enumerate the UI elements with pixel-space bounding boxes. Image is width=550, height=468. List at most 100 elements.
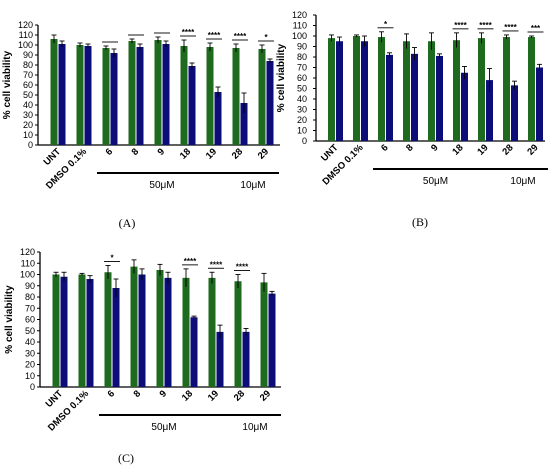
bar-blue-DMSO01 (84, 46, 92, 145)
bar-blue-9 (164, 277, 172, 387)
x-tick-label: 18 (450, 142, 465, 157)
y-tick-label: 30 (23, 110, 33, 120)
bar-blue-8 (411, 53, 418, 141)
x-tick-label: 9 (158, 388, 170, 400)
y-tick-label: 40 (25, 337, 35, 347)
bar-green-9 (156, 270, 164, 387)
bar-green-DMSO01 (353, 36, 360, 141)
bar-blue-29 (266, 61, 274, 145)
x-tick-label: 6 (104, 146, 116, 158)
y-tick-label: 50 (23, 90, 33, 100)
bar-green-28 (503, 37, 510, 141)
bar-green-UNT (50, 39, 58, 145)
bar-blue-UNT (336, 41, 343, 141)
bar-green-19 (206, 47, 214, 145)
y-tick-label: 70 (297, 63, 307, 73)
group-label: 10μM (240, 180, 265, 191)
y-tick-label: 0 (28, 140, 33, 150)
y-tick-label: 110 (19, 30, 33, 40)
bar-green-9 (428, 41, 435, 141)
y-tick-label: 20 (23, 120, 33, 130)
significance-label: **** (479, 21, 492, 30)
bar-blue-UNT (60, 276, 68, 387)
bar-green-UNT (52, 274, 60, 387)
bar-green-DMSO01 (76, 45, 84, 145)
bar-blue-DMSO01 (361, 41, 368, 141)
bar-green-6 (102, 48, 110, 145)
significance-label: **** (184, 257, 197, 266)
bar-blue-6 (112, 288, 120, 387)
group-label: 50μM (149, 180, 174, 191)
group-label: 50μM (423, 176, 448, 187)
y-tick-label: 110 (293, 21, 307, 31)
significance-label: **** (208, 31, 221, 40)
y-tick-label: 90 (25, 281, 35, 291)
bar-green-9 (154, 40, 162, 145)
x-tick-label: 28 (230, 146, 245, 161)
y-tick-label: 50 (25, 326, 35, 336)
y-tick-label: 10 (297, 126, 307, 136)
bar-blue-8 (136, 47, 144, 145)
y-tick-label: 90 (297, 42, 307, 52)
y-tick-label: 100 (292, 31, 307, 41)
bar-green-UNT (328, 38, 335, 141)
y-tick-label: 70 (23, 70, 33, 80)
bar-green-18 (453, 40, 460, 142)
x-tick-label: 29 (525, 142, 540, 157)
bar-blue-9 (162, 44, 170, 145)
panel-label: (B) (412, 215, 428, 229)
y-axis-label: % cell viability (276, 43, 287, 112)
x-tick-label: 6 (379, 142, 391, 154)
significance-label: **** (234, 32, 247, 41)
y-tick-label: 30 (25, 348, 35, 358)
x-tick-label: 8 (130, 146, 142, 158)
x-tick-label: 9 (429, 142, 441, 154)
significance-label: **** (454, 21, 467, 30)
group-label: 10μM (242, 422, 267, 433)
y-tick-label: 20 (297, 115, 307, 125)
significance-label: *** (531, 24, 541, 33)
bar-blue-28 (242, 331, 250, 387)
bar-green-DMSO01 (78, 274, 86, 387)
bar-blue-6 (386, 54, 393, 141)
bar-blue-9 (436, 55, 443, 142)
bar-green-29 (260, 282, 268, 387)
x-tick-label: 19 (475, 142, 490, 157)
bar-green-19 (478, 38, 485, 141)
y-tick-label: 100 (18, 40, 33, 50)
x-tick-label: 19 (206, 388, 221, 403)
panel-label: (C) (118, 451, 134, 465)
bar-blue-19 (214, 92, 222, 145)
bar-green-18 (182, 277, 190, 387)
x-tick-label: UNT (319, 142, 341, 164)
bar-green-8 (403, 41, 410, 141)
x-tick-label: 8 (404, 142, 416, 154)
y-tick-label: 30 (297, 105, 307, 115)
x-tick-label: 8 (132, 388, 144, 400)
bar-green-29 (528, 37, 535, 141)
x-tick-label: 18 (180, 388, 195, 403)
y-tick-label: 40 (297, 94, 307, 104)
y-tick-label: 40 (23, 100, 33, 110)
x-tick-label: 19 (204, 146, 219, 161)
significance-label: **** (504, 23, 517, 32)
x-tick-label: 28 (232, 388, 247, 403)
x-tick-label: 29 (256, 146, 271, 161)
bar-green-8 (128, 41, 136, 145)
bar-blue-18 (190, 317, 198, 387)
bar-blue-19 (486, 80, 493, 141)
group-label: 10μM (510, 176, 535, 187)
x-tick-label: 18 (178, 146, 193, 161)
bar-green-8 (130, 266, 138, 387)
bar-green-6 (378, 37, 385, 141)
y-tick-label: 80 (23, 60, 33, 70)
bar-blue-29 (268, 293, 276, 387)
y-tick-label: 90 (23, 50, 33, 60)
bar-blue-DMSO01 (86, 279, 94, 387)
bar-green-6 (104, 272, 112, 387)
x-tick-label: UNT (42, 146, 64, 168)
y-tick-label: 60 (297, 73, 307, 83)
y-tick-label: 120 (20, 247, 35, 257)
